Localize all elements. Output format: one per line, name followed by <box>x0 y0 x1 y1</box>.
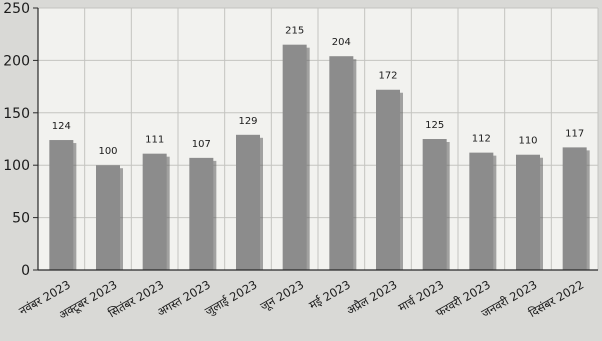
data-label: 172 <box>378 71 397 82</box>
bar <box>282 44 307 271</box>
y-tick-label: 200 <box>3 53 30 69</box>
data-label: 117 <box>565 128 584 139</box>
bar <box>329 56 354 270</box>
bar <box>96 165 120 270</box>
data-label: 204 <box>332 37 351 48</box>
x-tick-label: अप्रैल 2023 <box>344 277 400 317</box>
bar <box>189 157 214 270</box>
y-tick-label: 250 <box>3 1 30 17</box>
bar <box>49 140 74 270</box>
y-tick-label: 100 <box>3 158 30 174</box>
y-tick-label: 0 <box>21 263 30 279</box>
bar <box>469 152 494 270</box>
bar <box>422 139 447 270</box>
axes <box>33 7 598 271</box>
data-label: 124 <box>52 121 71 132</box>
data-label: 125 <box>425 120 444 131</box>
x-tick-label: जून 2023 <box>258 277 307 314</box>
x-tick-label: जुलाई 2023 <box>202 277 260 319</box>
data-label: 107 <box>192 139 211 150</box>
data-label: 112 <box>472 134 491 145</box>
bar <box>562 147 587 270</box>
bar <box>142 153 167 270</box>
data-label: 129 <box>238 116 257 127</box>
data-label: 111 <box>145 135 164 146</box>
bar <box>516 154 540 270</box>
x-tick-label: अगस्त 2023 <box>155 277 213 319</box>
bar <box>236 134 260 270</box>
y-tick-label: 50 <box>12 211 30 227</box>
data-label: 110 <box>518 136 537 147</box>
grid-lines <box>37 7 599 270</box>
bar <box>376 89 400 270</box>
data-label: 100 <box>98 146 117 157</box>
data-label: 215 <box>285 26 304 37</box>
y-tick-label: 150 <box>3 106 30 122</box>
bars <box>49 44 590 271</box>
